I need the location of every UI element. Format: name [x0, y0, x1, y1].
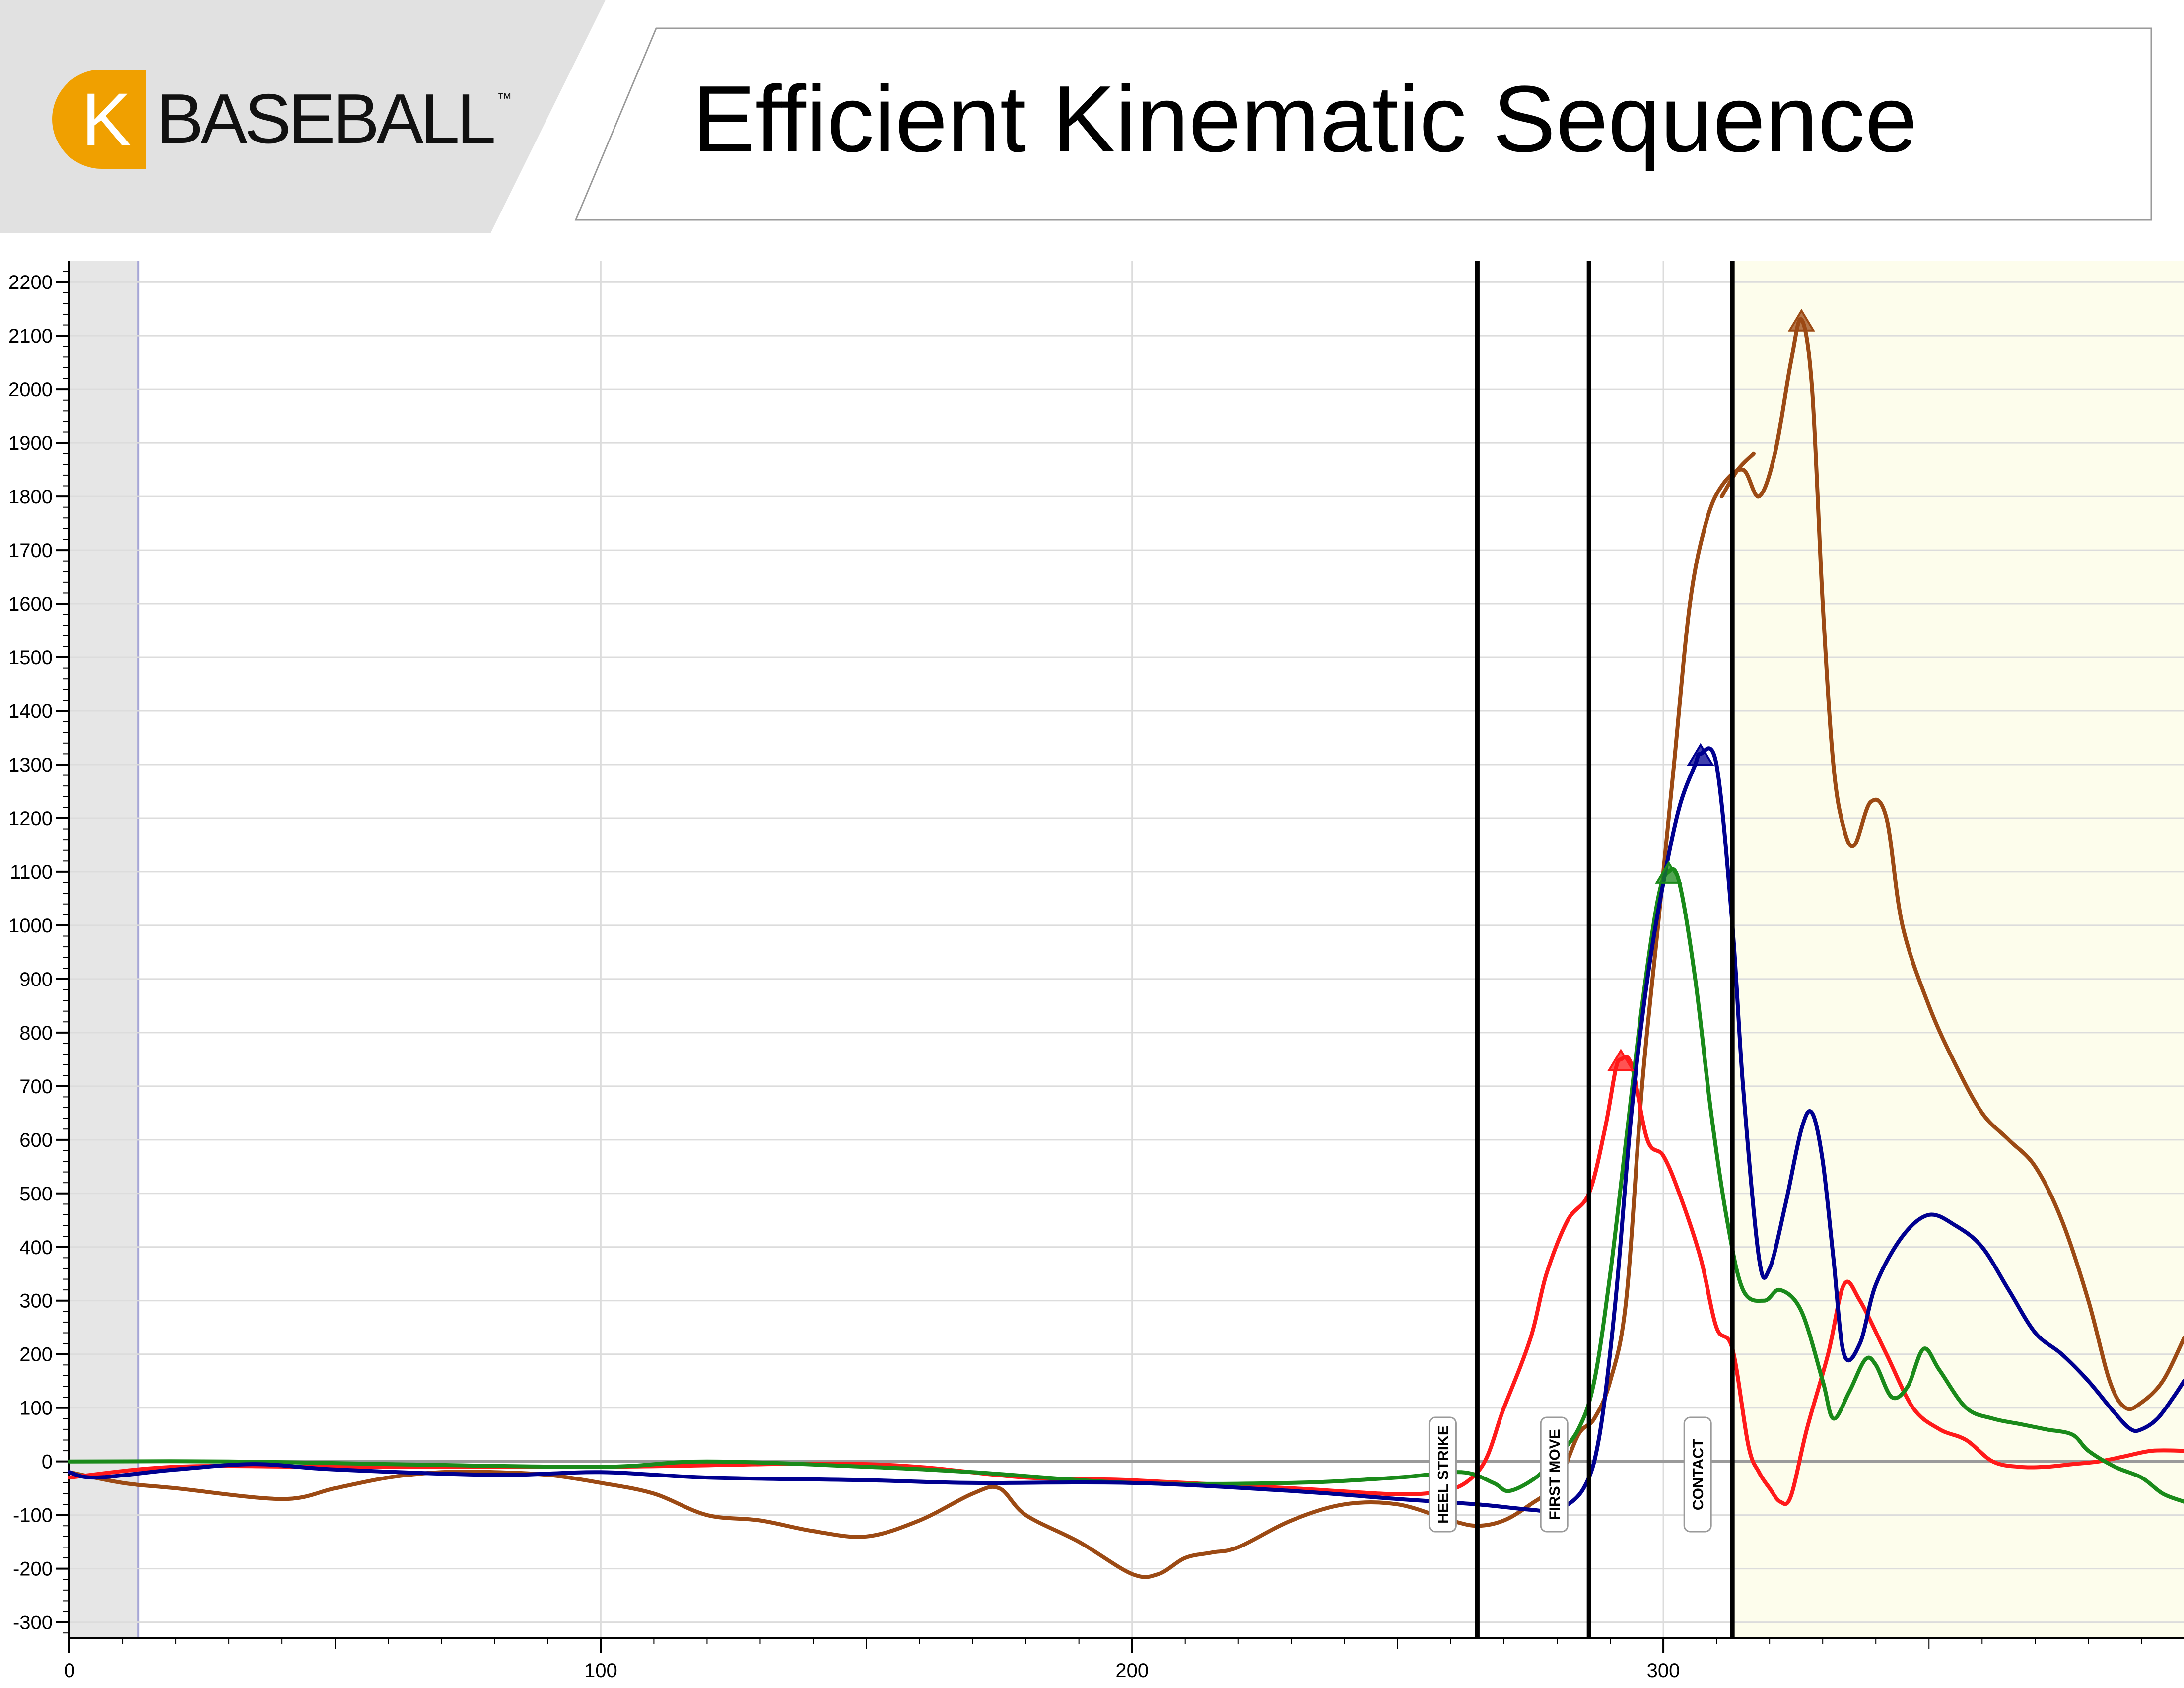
peak-marker-1	[1655, 861, 1683, 884]
event-tag-1	[1540, 1416, 1569, 1533]
y-tick-label: 800	[19, 1022, 53, 1044]
y-tick-label: 500	[19, 1183, 53, 1205]
y-tick-label: 2200	[8, 272, 53, 293]
series-lines	[68, 317, 2184, 1579]
series-line-3	[68, 317, 2184, 1579]
header: K BASEBALL ™ Efficient Kinematic Sequenc…	[0, 0, 2184, 238]
logo-wordmark: BASEBALL	[156, 79, 496, 158]
y-tick-label: 1900	[8, 432, 53, 454]
peak-marker-0	[1607, 1048, 1635, 1071]
y-tick-label: 1500	[8, 647, 53, 669]
event-tag-0	[1428, 1416, 1457, 1533]
x-tick-label: 100	[584, 1660, 617, 1682]
title-frame	[574, 27, 2152, 221]
band-pre-start	[69, 261, 139, 1638]
page-title: Efficient Kinematic Sequence	[692, 67, 1917, 172]
y-tick-label: -200	[13, 1558, 53, 1580]
logo-trademark: ™	[497, 90, 512, 107]
series-line-1	[68, 867, 2184, 1504]
event-label-0: HEEL STRIKE	[1435, 1425, 1451, 1524]
event-label-2: CONTACT	[1690, 1439, 1706, 1510]
y-tick-label: 2000	[8, 379, 53, 401]
chart-axes: -300 -200 -100 0 100 200 300 400 500 600 700 800 900…	[8, 261, 2184, 1682]
y-tick-label: 2100	[8, 325, 53, 347]
x-tick-label: 0	[64, 1660, 75, 1682]
kinematic-sequence-chart: -300 -200 -100 0 100 200 300 400 500 600 700 800 900…	[8, 261, 2184, 1682]
peak-markers	[1607, 308, 1815, 1071]
y-tick-label: 300	[19, 1290, 53, 1312]
y-tick-label: 700	[19, 1076, 53, 1098]
y-tick-label: 600	[19, 1129, 53, 1151]
y-tick-label: 200	[19, 1344, 53, 1366]
peak-marker-2	[1687, 743, 1714, 766]
y-tick-label: 0	[42, 1451, 53, 1473]
band-post-contact	[1732, 261, 2184, 1638]
y-tick-label: 1400	[8, 701, 53, 722]
series-line-4	[1719, 451, 1756, 499]
grid-lines	[69, 261, 2184, 1638]
event-tag-2	[1683, 1416, 1712, 1533]
y-tick-label: 100	[19, 1398, 53, 1419]
event-markers: HEEL STRIKE FIRST MOVE CONTACT	[1428, 261, 1735, 1638]
y-tick-label: -100	[13, 1505, 53, 1527]
y-tick-label: 1800	[8, 486, 53, 508]
y-tick-label: 1200	[8, 808, 53, 830]
shaded-regions	[69, 261, 2184, 1638]
y-tick-label: 1700	[8, 540, 53, 562]
y-tick-label: 900	[19, 969, 53, 990]
logo-mark: K	[52, 70, 146, 169]
y-tick-label: 1300	[8, 754, 53, 776]
kbaseball-logo: K BASEBALL ™	[52, 70, 512, 169]
y-tick-label: 1100	[10, 861, 53, 883]
x-tick-label: 200	[1115, 1660, 1149, 1682]
y-tick-label: 1600	[8, 593, 53, 615]
y-tick-label: 1000	[8, 915, 53, 937]
x-tick-label: 300	[1647, 1660, 1680, 1682]
peak-marker-3	[1787, 308, 1815, 332]
y-tick-label: -300	[13, 1612, 53, 1634]
y-tick-label: 400	[19, 1237, 53, 1259]
series-line-2	[68, 746, 2184, 1514]
event-label-1: FIRST MOVE	[1547, 1429, 1563, 1520]
